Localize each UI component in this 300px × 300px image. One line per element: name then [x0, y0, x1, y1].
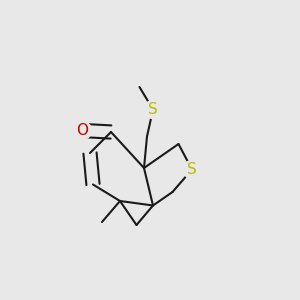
- Text: O: O: [76, 123, 88, 138]
- Text: S: S: [148, 102, 158, 117]
- Circle shape: [183, 160, 201, 178]
- Text: S: S: [187, 162, 197, 177]
- Circle shape: [144, 100, 162, 118]
- Circle shape: [74, 122, 92, 140]
